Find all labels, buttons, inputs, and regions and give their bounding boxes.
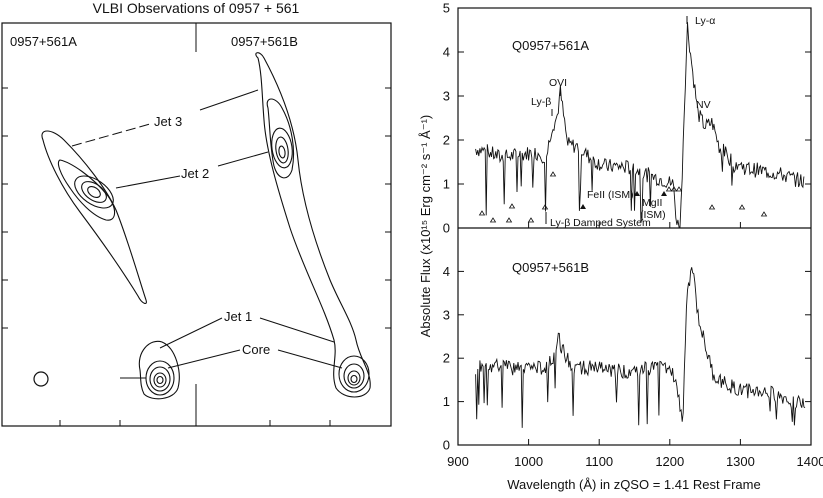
image-a-contour-3 — [74, 175, 114, 209]
annot-ly-beta: Ly-β — [531, 96, 551, 108]
x-tick-label: 1000 — [514, 454, 543, 469]
x-tick-label: 900 — [447, 454, 469, 469]
beam-circle — [33, 371, 49, 387]
image-b-core-c2 — [343, 363, 365, 389]
y-tick-label: 3 — [443, 89, 450, 104]
jet3-label: Jet 3 — [154, 114, 182, 129]
image-b-contour-2 — [266, 98, 295, 179]
annot-nv: NV — [696, 99, 711, 111]
image-a-core-outer — [138, 340, 180, 400]
x-axis-label: Wavelength (Å) in zQSO = 1.41 Rest Frame — [507, 477, 760, 492]
y-tick-label: 4 — [443, 264, 450, 279]
y-axis-label: Absolute Flux (x10¹⁵ Erg cm⁻² s⁻¹ Å⁻¹) — [418, 115, 433, 337]
vlbi-connectors — [71, 89, 343, 369]
y-tick-label: 2 — [443, 133, 450, 148]
x-tick-label: 1300 — [726, 454, 755, 469]
vlbi-panel: VLBI Observations of 0957 + 561 0957+561… — [1, 0, 392, 427]
image-a-contours — [41, 130, 180, 400]
y-tick-label: 1 — [443, 394, 450, 409]
absorption-markers — [580, 191, 667, 209]
y-tick-label: 1 — [443, 177, 450, 192]
panel-a-title: Q0957+561A — [512, 38, 589, 53]
jet2-label: Jet 2 — [181, 166, 209, 181]
annot-ism: (ISM) — [640, 209, 666, 221]
annot-markers — [545, 16, 688, 224]
image-b-core-c3 — [347, 370, 361, 386]
open-markers — [478, 171, 768, 223]
core-label: Core — [242, 342, 270, 357]
image-a-core-c2 — [149, 366, 171, 392]
image-a-core-c4 — [156, 375, 164, 385]
annot-mgii: MgII — [642, 197, 662, 209]
image-a-jet-contour — [41, 130, 147, 305]
image-b-contour-5 — [278, 145, 286, 159]
y-tick-label: 5 — [443, 1, 450, 16]
annot-ovi: OVI — [549, 77, 567, 89]
image-b-core-c1 — [338, 355, 370, 393]
spectra-panel: 900 1000 1100 1200 1300 1400 0 1 2 3 4 5 0 1 2 3 4 Q0957… — [418, 1, 823, 493]
x-tick-label: 1400 — [797, 454, 823, 469]
panel-b-title: Q0957+561B — [512, 260, 589, 275]
image-a-contour-4 — [81, 181, 107, 203]
image-a-core-c3 — [153, 372, 167, 388]
spectrum-a-line — [475, 22, 805, 228]
vlbi-title: VLBI Observations of 0957 + 561 — [93, 0, 300, 16]
x-tick-label: 1200 — [655, 454, 684, 469]
y-tick-label: 4 — [443, 45, 450, 60]
image-b-contour-3 — [271, 127, 293, 169]
image-b-core-c4 — [350, 374, 358, 384]
image-a-contour-2 — [57, 159, 116, 221]
spectra-lines — [475, 22, 806, 428]
annot-damped: Ly-β Damped System — [550, 217, 651, 229]
jet1-label: Jet 1 — [224, 309, 252, 324]
image-b-contour-4 — [275, 136, 289, 164]
y-tick-label: 3 — [443, 307, 450, 322]
x-tick-label: 1100 — [585, 454, 613, 469]
y-tick-label: 0 — [443, 221, 450, 236]
y-tick-label: 0 — [443, 438, 450, 453]
ticks-layer: 900 1000 1100 1200 1300 1400 0 1 2 3 4 5 0 1 2 3 4 — [443, 1, 823, 470]
spectrum-b-line — [475, 267, 806, 428]
y-tick-label: 2 — [443, 351, 450, 366]
image-b-label: 0957+561B — [231, 34, 298, 49]
image-a-label: 0957+561A — [10, 34, 77, 49]
image-b-jet-contour — [255, 52, 371, 398]
annot-feii: FeII (ISM) — [587, 189, 634, 201]
image-a-contour-5 — [87, 185, 101, 199]
annot-ly-alpha: Ly-α — [695, 15, 715, 27]
image-b-contours — [255, 52, 371, 398]
vlbi-frame-ticks — [2, 23, 391, 426]
